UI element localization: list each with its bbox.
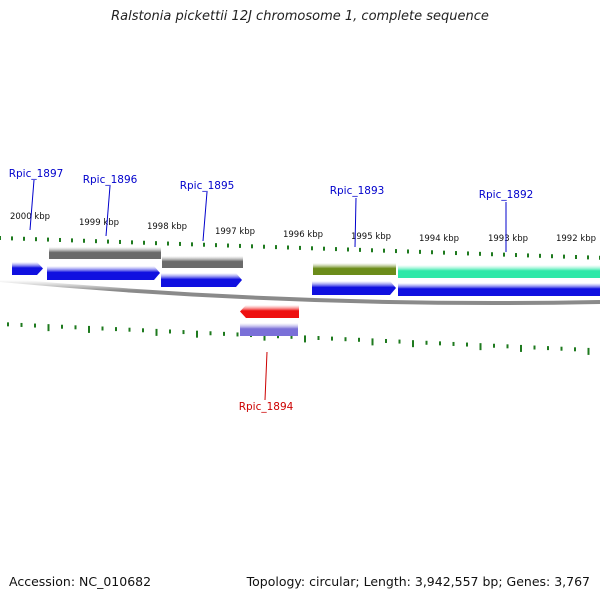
scale-label: 1994 kbp	[419, 234, 459, 244]
locus-label: Rpic_1894	[239, 401, 294, 413]
gene-feature	[162, 256, 243, 268]
scale-label: 1996 kbp	[283, 230, 323, 240]
scale-label: 1995 kbp	[351, 232, 391, 242]
locus-leader-line	[105, 185, 111, 237]
cds-feature	[312, 281, 396, 295]
locus-label: Rpic_1897	[9, 168, 64, 180]
locus-label: Rpic_1896	[83, 174, 138, 186]
scale-label: 1999 kbp	[79, 218, 119, 228]
gene-feature-reverse	[240, 305, 299, 318]
scale-label: 2000 kbp	[10, 212, 50, 222]
gene-feature	[398, 265, 600, 278]
locus-leader-line	[264, 351, 268, 401]
scale-label: 1998 kbp	[147, 222, 187, 232]
locus-label: Rpic_1893	[330, 185, 385, 197]
cds-feature	[47, 266, 160, 280]
scale-label: 1993 kbp	[488, 234, 528, 244]
gene-feature	[49, 247, 161, 259]
chromosome-backbone	[0, 278, 600, 306]
cds-feature-reverse	[240, 323, 298, 336]
accession-label: Accession: NC_010682	[9, 574, 152, 589]
cds-feature	[161, 273, 242, 287]
locus-leader-line	[202, 191, 208, 242]
cds-feature	[398, 283, 600, 296]
locus-leader-line	[354, 197, 357, 248]
locus-label: Rpic_1895	[180, 180, 235, 192]
map-title: Ralstonia pickettii 12J chromosome 1, co…	[111, 9, 489, 24]
locus-label: Rpic_1892	[479, 189, 534, 201]
locus-leader-line	[29, 179, 35, 231]
gene-feature	[313, 263, 396, 275]
sequence-summary: Topology: circular; Length: 3,942,557 bp…	[246, 574, 590, 589]
scale-label: 1992 kbp	[556, 234, 596, 244]
scale-label: 1997 kbp	[215, 227, 255, 237]
cds-feature	[12, 262, 43, 275]
